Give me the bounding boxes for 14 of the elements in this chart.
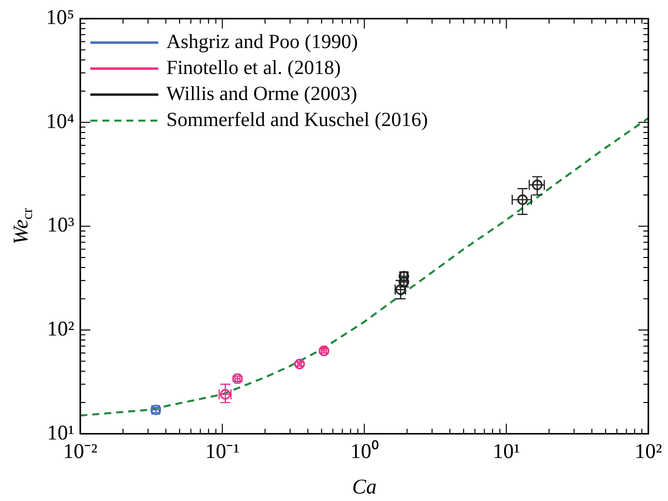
legend-label: Ashgriz and Poo (1990) xyxy=(166,30,358,53)
x-tick-label: 10¹ xyxy=(492,438,520,463)
y-tick-label: 10⁵ xyxy=(46,5,74,30)
y-axis-title: Wecr xyxy=(8,208,36,244)
legend-label: Finotello et al. (2018) xyxy=(166,56,341,79)
x-tick-label: 10⁻¹ xyxy=(205,438,240,463)
legend-label: Willis and Orme (2003) xyxy=(166,82,358,105)
y-tick-label: 10³ xyxy=(47,212,74,237)
x-axis-title: Ca xyxy=(352,474,377,499)
x-tick-label: 10² xyxy=(634,438,662,463)
y-tick-label: 10² xyxy=(47,316,74,341)
x-tick-label: 10⁰ xyxy=(350,438,378,463)
y-tick-label: 10⁴ xyxy=(46,108,74,133)
legend-label: Sommerfeld and Kuschel (2016) xyxy=(166,108,428,131)
